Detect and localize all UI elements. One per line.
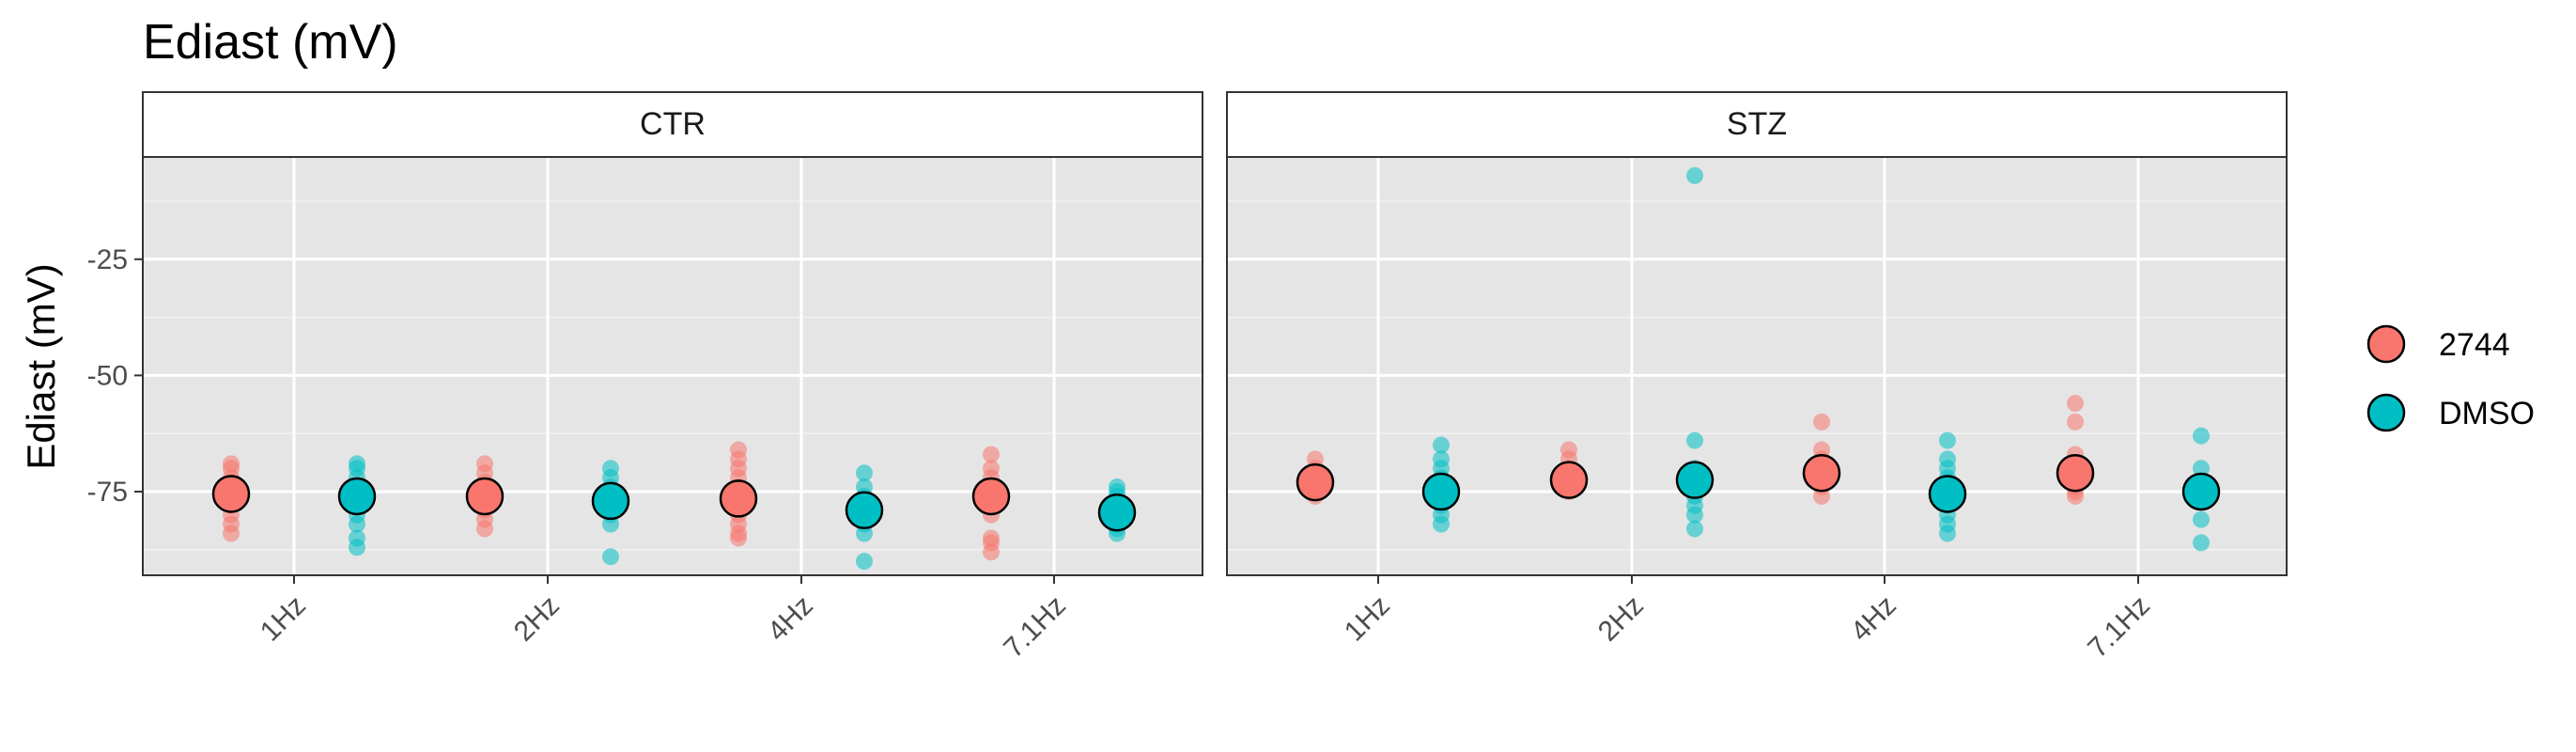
mean-point [971, 477, 1011, 516]
data-point [983, 446, 1000, 463]
panel-border [142, 156, 1203, 576]
mean-point [1296, 462, 1335, 502]
mean-point [1802, 453, 1841, 493]
data-point [1686, 506, 1703, 524]
mean-point [1421, 472, 1461, 511]
mean-point [1928, 475, 1967, 513]
data-point [2193, 460, 2210, 478]
legend-item-dmso: DMSO [2367, 393, 2535, 432]
data-point [2067, 413, 2084, 431]
x-tick-label: 2Hz [508, 590, 566, 648]
mean-point [1675, 461, 1715, 499]
panel-ctr: CTR 1Hz 2Hz 4Hz 7.1Hz [142, 91, 1203, 665]
data-point [349, 515, 365, 533]
panel-background [1227, 157, 2287, 575]
x-tick-label: 4Hz [1845, 590, 1902, 648]
facet-strip [1226, 91, 2288, 158]
facet-strip [142, 91, 1203, 158]
data-point [1433, 436, 1450, 454]
data-point [2067, 395, 2084, 413]
mean-point [465, 477, 504, 516]
legend-label: 2744 [2439, 327, 2510, 363]
facet-panels: CTR 1Hz 2Hz 4Hz 7.1Hz STZ 1Hz 2Hz 4Hz 7.1Hz -75 -50… [87, 91, 2288, 665]
data-point [2193, 534, 2210, 552]
y-tick-label: -75 [87, 477, 128, 508]
mean-point [719, 479, 758, 518]
facet-strip-label: STZ [1727, 106, 1787, 142]
data-point [730, 529, 747, 547]
data-point [1939, 525, 1956, 542]
data-point [856, 553, 873, 571]
panel-border [1226, 156, 2288, 576]
data-point [1939, 431, 1956, 449]
chart-title: Ediast (mV) [143, 15, 398, 70]
data-point [2193, 427, 2210, 445]
y-axis: -75 -50 -25 [87, 244, 143, 508]
x-tick-label: 7.1Hz [998, 590, 1072, 665]
data-point [602, 548, 619, 566]
x-tick-label: 1Hz [255, 590, 312, 648]
data-point [1686, 431, 1703, 449]
data-point [1813, 413, 1830, 431]
mean-point [1549, 461, 1589, 499]
legend-key [2367, 393, 2406, 432]
mean-point [211, 475, 251, 513]
x-tick-label: 4Hz [762, 590, 819, 648]
data-point [349, 539, 365, 556]
panel-background [143, 157, 1203, 575]
legend-item-2744: 2744 [2367, 324, 2510, 364]
mean-point [1097, 494, 1137, 532]
mean-point [845, 491, 884, 530]
legend-key [2367, 324, 2406, 364]
data-point [983, 543, 1000, 561]
legend-label: DMSO [2439, 396, 2535, 431]
x-tick-label: 2Hz [1592, 590, 1650, 648]
mean-point [2181, 472, 2221, 511]
legend: 2744 DMSO [2367, 324, 2535, 432]
mean-point [337, 477, 377, 516]
data-point [223, 525, 240, 542]
data-point [856, 464, 873, 482]
data-point [1686, 166, 1703, 184]
data-point [1433, 515, 1450, 533]
mean-point [2056, 453, 2095, 493]
facet-strip-label: CTR [640, 106, 706, 142]
y-tick-label: -50 [87, 360, 128, 391]
y-axis-label: Ediast (mV) [19, 263, 63, 469]
panel-stz: STZ 1Hz 2Hz 4Hz 7.1Hz [1226, 91, 2288, 665]
data-point [476, 520, 493, 538]
data-point [2193, 510, 2210, 528]
y-tick-label: -25 [87, 244, 128, 275]
data-point [1686, 520, 1703, 538]
data-point [1813, 487, 1830, 505]
mean-point [591, 481, 630, 521]
data-point [2067, 487, 2084, 505]
x-tick-label: 7.1Hz [2082, 590, 2156, 665]
data-point [602, 515, 619, 533]
x-tick-label: 1Hz [1339, 590, 1396, 648]
data-point [856, 525, 873, 542]
